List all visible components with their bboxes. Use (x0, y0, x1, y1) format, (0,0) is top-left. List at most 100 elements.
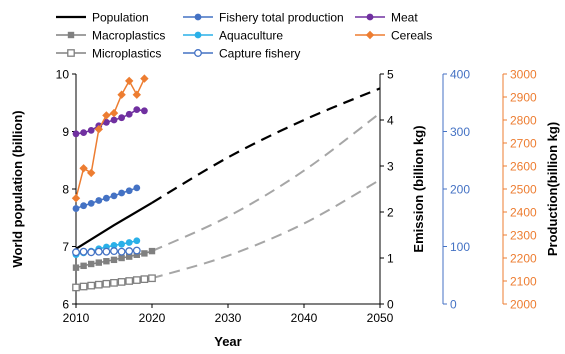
aquaculture-point (118, 240, 125, 248)
meat-point (87, 126, 95, 134)
aquaculture-point (110, 241, 118, 249)
cereals-point (117, 90, 126, 99)
production-tick-label: 2100 (510, 275, 537, 289)
fishery-tick-label: 400 (450, 68, 470, 82)
production-axis-title: Production(billion kg) (545, 122, 560, 256)
legend-label: Microplastics (92, 47, 161, 61)
legend-entry-macroplastics: Macroplastics (56, 29, 165, 43)
capture_fishery-point (94, 247, 103, 256)
projection-layer (151, 87, 381, 280)
legend-label: Meat (391, 11, 418, 25)
emission-tick-label: 4 (387, 114, 394, 128)
microplastics-point (132, 276, 141, 284)
legend-label: Fishery total production (219, 11, 344, 25)
microplastics-projection-line (151, 178, 381, 280)
legend-label: Aquaculture (219, 29, 283, 43)
legend-entry-microplastics: Microplastics (56, 47, 161, 61)
legend-label: Capture fishery (219, 47, 300, 61)
legend-swatch-marker (67, 49, 75, 57)
meat-point (125, 110, 133, 118)
meat-point (80, 129, 87, 137)
macroplastics-point (133, 251, 140, 258)
macroplastics-projection-line (151, 112, 381, 253)
fishery_total-point (80, 202, 87, 210)
macroplastics-point (148, 247, 156, 255)
cereals-point (94, 125, 103, 134)
macroplastics-point (118, 254, 125, 262)
emission-axis-title: Emission (billion kg) (411, 125, 426, 252)
meat-point (110, 116, 118, 124)
population-tick-label: 10 (56, 68, 70, 82)
cereals-point (125, 76, 134, 86)
meat-series (72, 106, 148, 138)
x-tick-label: 2050 (367, 311, 394, 325)
emission-tick-label: 5 (387, 68, 394, 82)
microplastics-point (94, 280, 103, 289)
series-layer (71, 74, 156, 292)
capture_fishery-point (87, 248, 96, 257)
tick-labels: 2010 2020 2030 2040 205067891001234501002003… (56, 68, 537, 326)
cereals-point (71, 194, 81, 203)
cereals-point (87, 168, 96, 178)
legend-swatch-marker (67, 31, 75, 39)
legend-swatch-marker (365, 30, 375, 40)
legend-swatch-marker (194, 49, 202, 57)
fishery_total-point (118, 189, 125, 197)
production-tick-label: 2200 (510, 252, 537, 266)
population-tick-label: 8 (62, 183, 69, 197)
fishery-tick-label: 200 (450, 183, 470, 197)
production-tick-label: 2300 (510, 229, 537, 243)
production-tick-label: 2500 (510, 183, 537, 197)
legend-label: Population (92, 11, 149, 25)
capture_fishery-point (125, 247, 134, 256)
fishery-tick-label: 0 (450, 298, 457, 312)
microplastics-point (117, 278, 126, 286)
production-tick-label: 3000 (510, 68, 537, 82)
aquaculture-point (133, 237, 141, 245)
fishery_total-point (125, 187, 133, 195)
cereals-point (140, 74, 149, 83)
microplastics-point (79, 282, 88, 291)
fishery_total-series (72, 184, 141, 212)
cereals-point (102, 111, 111, 120)
fishery_total-point (110, 192, 118, 200)
cereals-series (71, 74, 149, 203)
macroplastics-point (72, 264, 80, 271)
fishery-tick-label: 100 (450, 240, 470, 254)
population-tick-label: 6 (62, 298, 69, 312)
microplastics-point (72, 283, 80, 292)
x-tick-label: 2010 (63, 311, 90, 325)
population-axis-title: World population (billion) (10, 110, 25, 267)
population-line (75, 201, 153, 250)
emission-tick-label: 1 (387, 252, 394, 266)
x-tick-label: 2020 (139, 311, 166, 325)
macroplastics-point (103, 258, 110, 265)
meat-point (118, 114, 125, 122)
legend-entry-fishery_total: Fishery total production (183, 11, 344, 25)
macroplastics-point (95, 259, 102, 266)
population-series (75, 201, 153, 250)
cereals-point (109, 108, 119, 118)
macroplastics-point (126, 253, 133, 260)
microplastics-point (87, 281, 96, 290)
capture_fishery-point (132, 246, 141, 255)
microplastics-point (140, 275, 149, 284)
capture_fishery-point (72, 248, 80, 257)
capture_fishery-point (117, 247, 126, 256)
legend-entry-aquaculture: Aquaculture (183, 29, 283, 43)
fishery_total-point (103, 194, 110, 202)
microplastics-point (102, 279, 111, 288)
emission-tick-label: 2 (387, 206, 394, 220)
legend-entry-capture_fishery: Capture fishery (183, 47, 300, 61)
meat-point (72, 130, 80, 138)
meat-point (103, 118, 110, 126)
fishery_total-point (87, 199, 95, 207)
cereals-line (75, 78, 146, 199)
cereals-point (79, 164, 88, 173)
fishery_total-point (72, 205, 80, 212)
population-tick-label: 9 (62, 125, 69, 139)
macroplastics-point (141, 250, 148, 257)
x-tick-label: 2030 (215, 311, 242, 325)
axes-layer (75, 74, 504, 305)
